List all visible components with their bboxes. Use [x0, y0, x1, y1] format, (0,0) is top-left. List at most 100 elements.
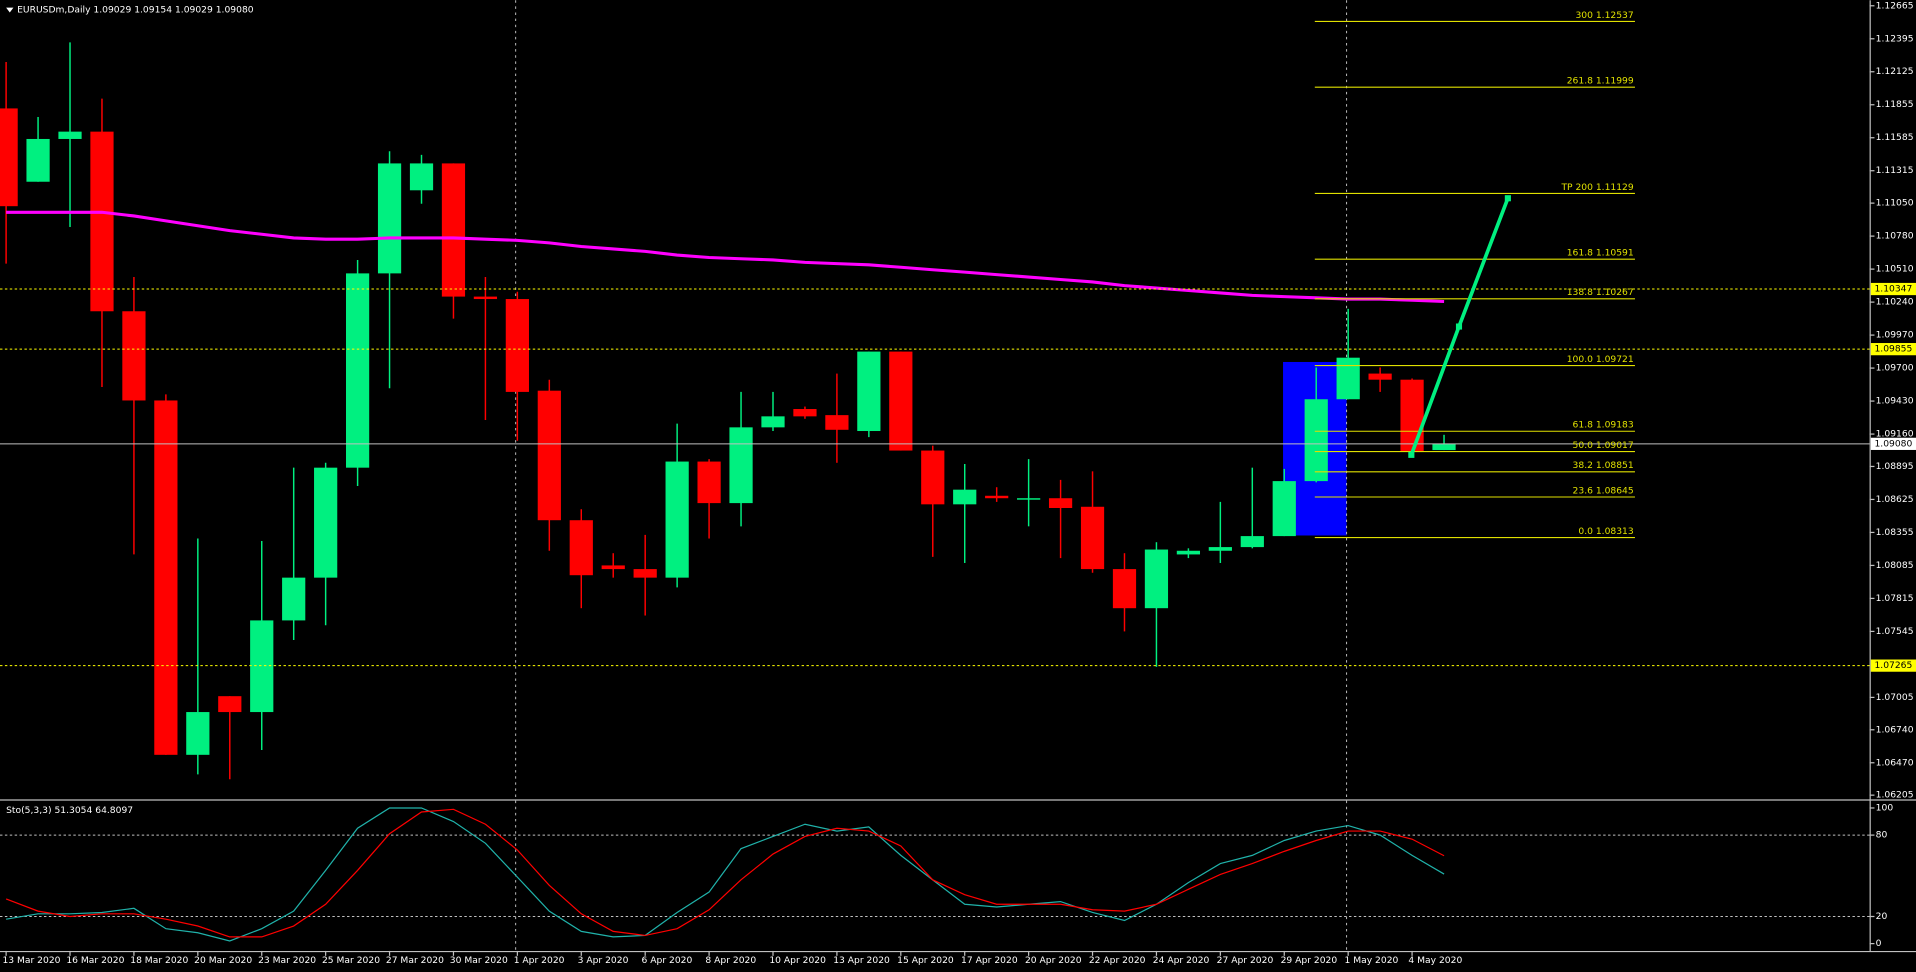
y-tick-label: 1.10780	[1876, 231, 1914, 242]
candle-body	[537, 390, 561, 521]
candle-body	[1208, 547, 1232, 551]
candle-body	[122, 311, 146, 401]
y-tick-label: 1.11855	[1876, 99, 1914, 110]
candle-body	[1240, 536, 1264, 548]
candle-body	[1112, 569, 1137, 609]
x-tick-label: 10 Apr 2020	[769, 955, 826, 966]
chart-header: EURUSDm,Daily 1.09029 1.09154 1.09029 1.…	[17, 5, 254, 16]
x-tick-label: 22 Apr 2020	[1089, 955, 1146, 966]
candle-body	[154, 400, 178, 755]
y-tick-label: 1.10510	[1876, 264, 1914, 275]
price-label: 1.10347	[1874, 284, 1912, 295]
candle-body	[250, 620, 274, 713]
trendline-handle	[1455, 323, 1463, 330]
candle-body	[58, 131, 82, 139]
trendline-handle	[1504, 195, 1511, 202]
candle-body	[409, 163, 434, 191]
trendline-handle	[1408, 451, 1415, 458]
candle-body	[1432, 443, 1456, 451]
x-tick-label: 25 Mar 2020	[322, 955, 380, 966]
y-tick-label: 1.11315	[1876, 165, 1914, 176]
price-label-box	[1870, 343, 1916, 356]
x-tick-label: 1 Apr 2020	[514, 955, 565, 966]
y-tick-label: 80	[1876, 830, 1888, 841]
y-tick-label: 1.08355	[1876, 527, 1914, 538]
x-tick-label: 17 Apr 2020	[961, 955, 1018, 966]
y-tick-label: 1.07005	[1876, 692, 1914, 703]
candle-body	[633, 569, 657, 578]
y-tick-label: 1.12665	[1876, 0, 1914, 11]
fibo-label: 161.8 1.10591	[1567, 248, 1634, 259]
candle-body	[1368, 373, 1392, 380]
x-tick-label: 13 Mar 2020	[2, 955, 60, 966]
y-tick-label: 0	[1876, 938, 1882, 949]
y-tick-label: 100	[1876, 802, 1894, 813]
y-tick-label: 1.12395	[1876, 33, 1914, 44]
indicator-line	[5, 808, 1445, 938]
candle-body	[697, 461, 721, 504]
fibo-label: 261.8 1.11999	[1567, 76, 1634, 87]
y-tick-label: 1.11050	[1876, 198, 1914, 209]
candle-body	[473, 296, 498, 300]
candle-body	[90, 131, 114, 312]
candle-body	[921, 450, 945, 505]
price-label: 1.07265	[1874, 660, 1912, 671]
candle-body	[1400, 379, 1424, 452]
candle-body	[1048, 498, 1073, 508]
indicator-line	[6, 807, 1445, 942]
y-tick-label: 1.11585	[1876, 132, 1914, 143]
y-tick-label: 1.08085	[1876, 560, 1914, 571]
candle-body	[218, 696, 242, 713]
y-tick-label: 1.09700	[1876, 363, 1914, 374]
candle-body	[857, 351, 881, 432]
candle-body	[377, 163, 402, 274]
price-label-box	[1870, 659, 1916, 672]
price-label: 1.09080	[1874, 438, 1912, 449]
x-tick-label: 6 Apr 2020	[642, 955, 693, 966]
menu-arrow-icon	[6, 7, 14, 13]
y-tick-label: 1.07545	[1876, 626, 1914, 637]
x-tick-label: 20 Apr 2020	[1025, 955, 1082, 966]
y-tick-label: 1.12125	[1876, 66, 1914, 77]
x-tick-label: 24 Apr 2020	[1153, 955, 1210, 966]
price-label-box	[1870, 282, 1916, 296]
candle-body	[314, 467, 338, 578]
fibo-label: 100.0 1.09721	[1567, 354, 1634, 365]
fibo-label: 138.8 1.10267	[1567, 287, 1634, 298]
x-tick-label: 23 Mar 2020	[258, 955, 316, 966]
x-tick-label: 20 Mar 2020	[194, 955, 252, 966]
candle-body	[1272, 481, 1296, 537]
x-tick-label: 8 Apr 2020	[705, 955, 756, 966]
fibo-label: 0.0 1.08313	[1578, 526, 1634, 537]
candle-body	[889, 351, 913, 451]
price-label: 1.09855	[1874, 344, 1912, 355]
x-tick-label: 29 Apr 2020	[1281, 955, 1338, 966]
candle-body	[1080, 506, 1105, 570]
x-tick-label: 27 Apr 2020	[1217, 955, 1274, 966]
candle-body	[793, 409, 817, 417]
fibo-label: 300 1.12537	[1575, 10, 1633, 21]
candle-body	[282, 577, 306, 621]
indicator-header: Sto(5,3,3) 51.3054 64.8097	[6, 805, 133, 816]
candle-body	[441, 163, 466, 297]
candle-body	[953, 489, 977, 505]
y-tick-label: 1.09430	[1876, 396, 1914, 407]
candle-body	[0, 108, 18, 207]
candle-body	[1336, 357, 1360, 400]
moving-average	[6, 210, 1445, 304]
price-label-box	[1870, 437, 1916, 450]
trendline	[1408, 195, 1511, 458]
x-tick-label: 15 Apr 2020	[897, 955, 954, 966]
candle-body	[505, 299, 529, 392]
candle-body	[1176, 550, 1201, 555]
candle-body	[1144, 549, 1169, 609]
candle-body	[1017, 498, 1041, 500]
candle-body	[186, 712, 210, 755]
y-tick-label: 1.08895	[1876, 461, 1914, 472]
fibo-label: TP 200 1.11129	[1560, 182, 1633, 193]
y-tick-label: 1.06470	[1876, 757, 1914, 768]
